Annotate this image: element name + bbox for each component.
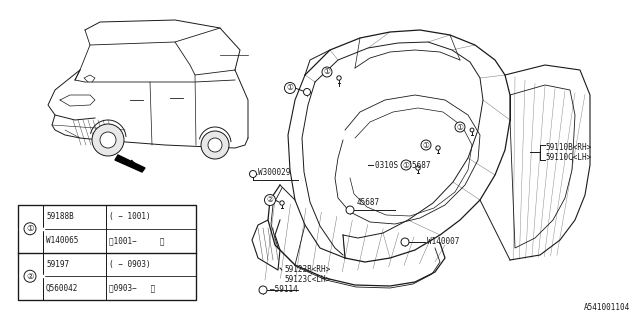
- Circle shape: [401, 238, 409, 246]
- Text: 59197: 59197: [46, 260, 69, 269]
- Text: 0310S  45687: 0310S 45687: [375, 161, 431, 170]
- Circle shape: [24, 270, 36, 282]
- Text: 59188B: 59188B: [46, 212, 74, 221]
- Bar: [18, 205, 196, 300]
- Circle shape: [401, 160, 411, 170]
- Circle shape: [337, 76, 341, 80]
- Text: ①: ①: [422, 140, 429, 149]
- Circle shape: [303, 89, 310, 95]
- Text: ②: ②: [26, 272, 34, 281]
- Circle shape: [259, 286, 267, 294]
- Text: 59110B<RH>: 59110B<RH>: [545, 143, 591, 153]
- Circle shape: [280, 201, 284, 205]
- Text: A541001104: A541001104: [584, 303, 630, 312]
- Text: —59114: —59114: [270, 285, 298, 294]
- Circle shape: [92, 124, 124, 156]
- Text: Q560042: Q560042: [46, 284, 78, 292]
- Text: 【0903−   】: 【0903− 】: [109, 284, 156, 292]
- Text: ( − 1001): ( − 1001): [109, 212, 150, 221]
- Text: ①: ①: [26, 224, 34, 233]
- Circle shape: [455, 122, 465, 132]
- Text: ①: ①: [324, 68, 330, 76]
- Circle shape: [250, 171, 257, 178]
- Text: ①: ①: [403, 161, 410, 170]
- Circle shape: [416, 166, 420, 170]
- Text: ①: ①: [456, 123, 463, 132]
- Circle shape: [24, 223, 36, 235]
- Text: 【1001−     】: 【1001− 】: [109, 236, 164, 245]
- Bar: [18, 205, 196, 300]
- Text: ①: ①: [287, 84, 293, 92]
- Text: ②: ②: [267, 196, 273, 204]
- Text: W140065: W140065: [46, 236, 78, 245]
- Polygon shape: [115, 155, 145, 172]
- Circle shape: [285, 83, 296, 93]
- Text: 59110C<LH>: 59110C<LH>: [545, 154, 591, 163]
- Text: W300029: W300029: [258, 168, 291, 177]
- Circle shape: [436, 146, 440, 150]
- Text: 59123B<RH>: 59123B<RH>: [284, 266, 330, 275]
- Circle shape: [322, 67, 332, 77]
- Text: ( − 0903): ( − 0903): [109, 260, 150, 269]
- Circle shape: [208, 138, 222, 152]
- Circle shape: [264, 195, 275, 205]
- Circle shape: [346, 206, 354, 214]
- Text: 59123C<LH>: 59123C<LH>: [284, 275, 330, 284]
- Circle shape: [100, 132, 116, 148]
- Circle shape: [470, 128, 474, 132]
- Text: 45687: 45687: [357, 198, 380, 207]
- Circle shape: [201, 131, 229, 159]
- Circle shape: [421, 140, 431, 150]
- Text: W140007: W140007: [427, 237, 460, 246]
